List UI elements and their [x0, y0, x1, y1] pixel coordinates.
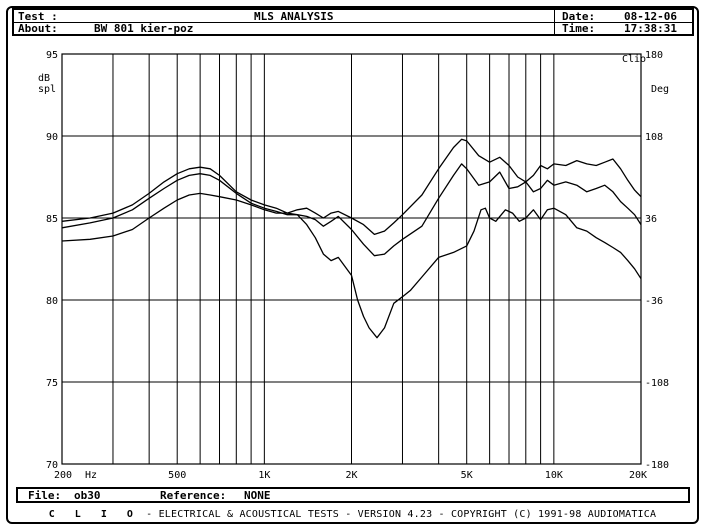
x-axis-unit: Hz [85, 470, 97, 481]
response-curve-2 [61, 163, 642, 257]
file-info-bar: File: ob30 Reference: NONE [16, 487, 690, 503]
x-tick-label: 200 [54, 470, 72, 481]
file-value: ob30 [74, 489, 101, 502]
y2-tick-label: -108 [645, 378, 669, 389]
about-label: About: [18, 22, 58, 35]
reference-value: NONE [244, 489, 271, 502]
y2-tick-label: 180 [645, 50, 663, 61]
reference-label: Reference: [160, 489, 227, 502]
header-divider-right [554, 22, 692, 23]
y2-tick-label: -180 [645, 460, 669, 471]
x-tick-label: 1K [258, 470, 270, 481]
x-tick-label: 20K [629, 470, 647, 481]
header-divider [14, 22, 554, 23]
header-divider-vertical [554, 10, 555, 34]
about-value: BW 801 kier-poz [94, 22, 194, 35]
y2-axis-label: Deg [651, 84, 669, 95]
file-label: File: [28, 489, 62, 502]
y2-tick-label: -36 [645, 296, 663, 307]
date-label: Date: [562, 10, 596, 23]
x-tick-label: 10K [545, 470, 563, 481]
time-label: Time: [562, 22, 596, 35]
y-tick-label: 85 [46, 214, 58, 225]
date-value: 08-12-06 [624, 10, 677, 23]
chart-title: MLS ANALYSIS [254, 10, 334, 23]
y2-tick-label: 36 [645, 214, 657, 225]
y-axis-label-spl: spl [38, 84, 56, 95]
x-tick-label: 500 [168, 470, 186, 481]
y-tick-label: 70 [46, 460, 58, 471]
y2-tick-label: 108 [645, 132, 663, 143]
x-tick-label: 2K [345, 470, 357, 481]
chart-curves [61, 138, 642, 339]
test-label: Test : [18, 10, 58, 23]
response-curve-1 [61, 138, 642, 236]
header-panel: Test : MLS ANALYSIS Date: 08-12-06 About… [12, 8, 694, 36]
chart-labels: dB spl Deg Clio Hz 95 90 85 80 75 70 180 108 36 -… [38, 50, 669, 481]
clio-brand: C L I O [48, 509, 140, 520]
y-tick-label: 75 [46, 378, 58, 389]
clio-corner-label: Clio [622, 54, 646, 65]
response-curve-3 [61, 192, 642, 339]
y-tick-label: 80 [46, 296, 58, 307]
chart-grid [61, 53, 642, 465]
copyright-line: C L I O - ELECTRICAL & ACOUSTICAL TESTS … [0, 509, 705, 520]
x-tick-label: 5K [461, 470, 473, 481]
y-tick-label: 90 [46, 132, 58, 143]
window-frame [6, 6, 699, 524]
time-value: 17:38:31 [624, 22, 677, 35]
y-axis-label-db: dB [38, 73, 50, 84]
y-tick-label: 95 [46, 50, 58, 61]
copyright-text: - ELECTRICAL & ACOUSTICAL TESTS - VERSIO… [146, 509, 657, 520]
